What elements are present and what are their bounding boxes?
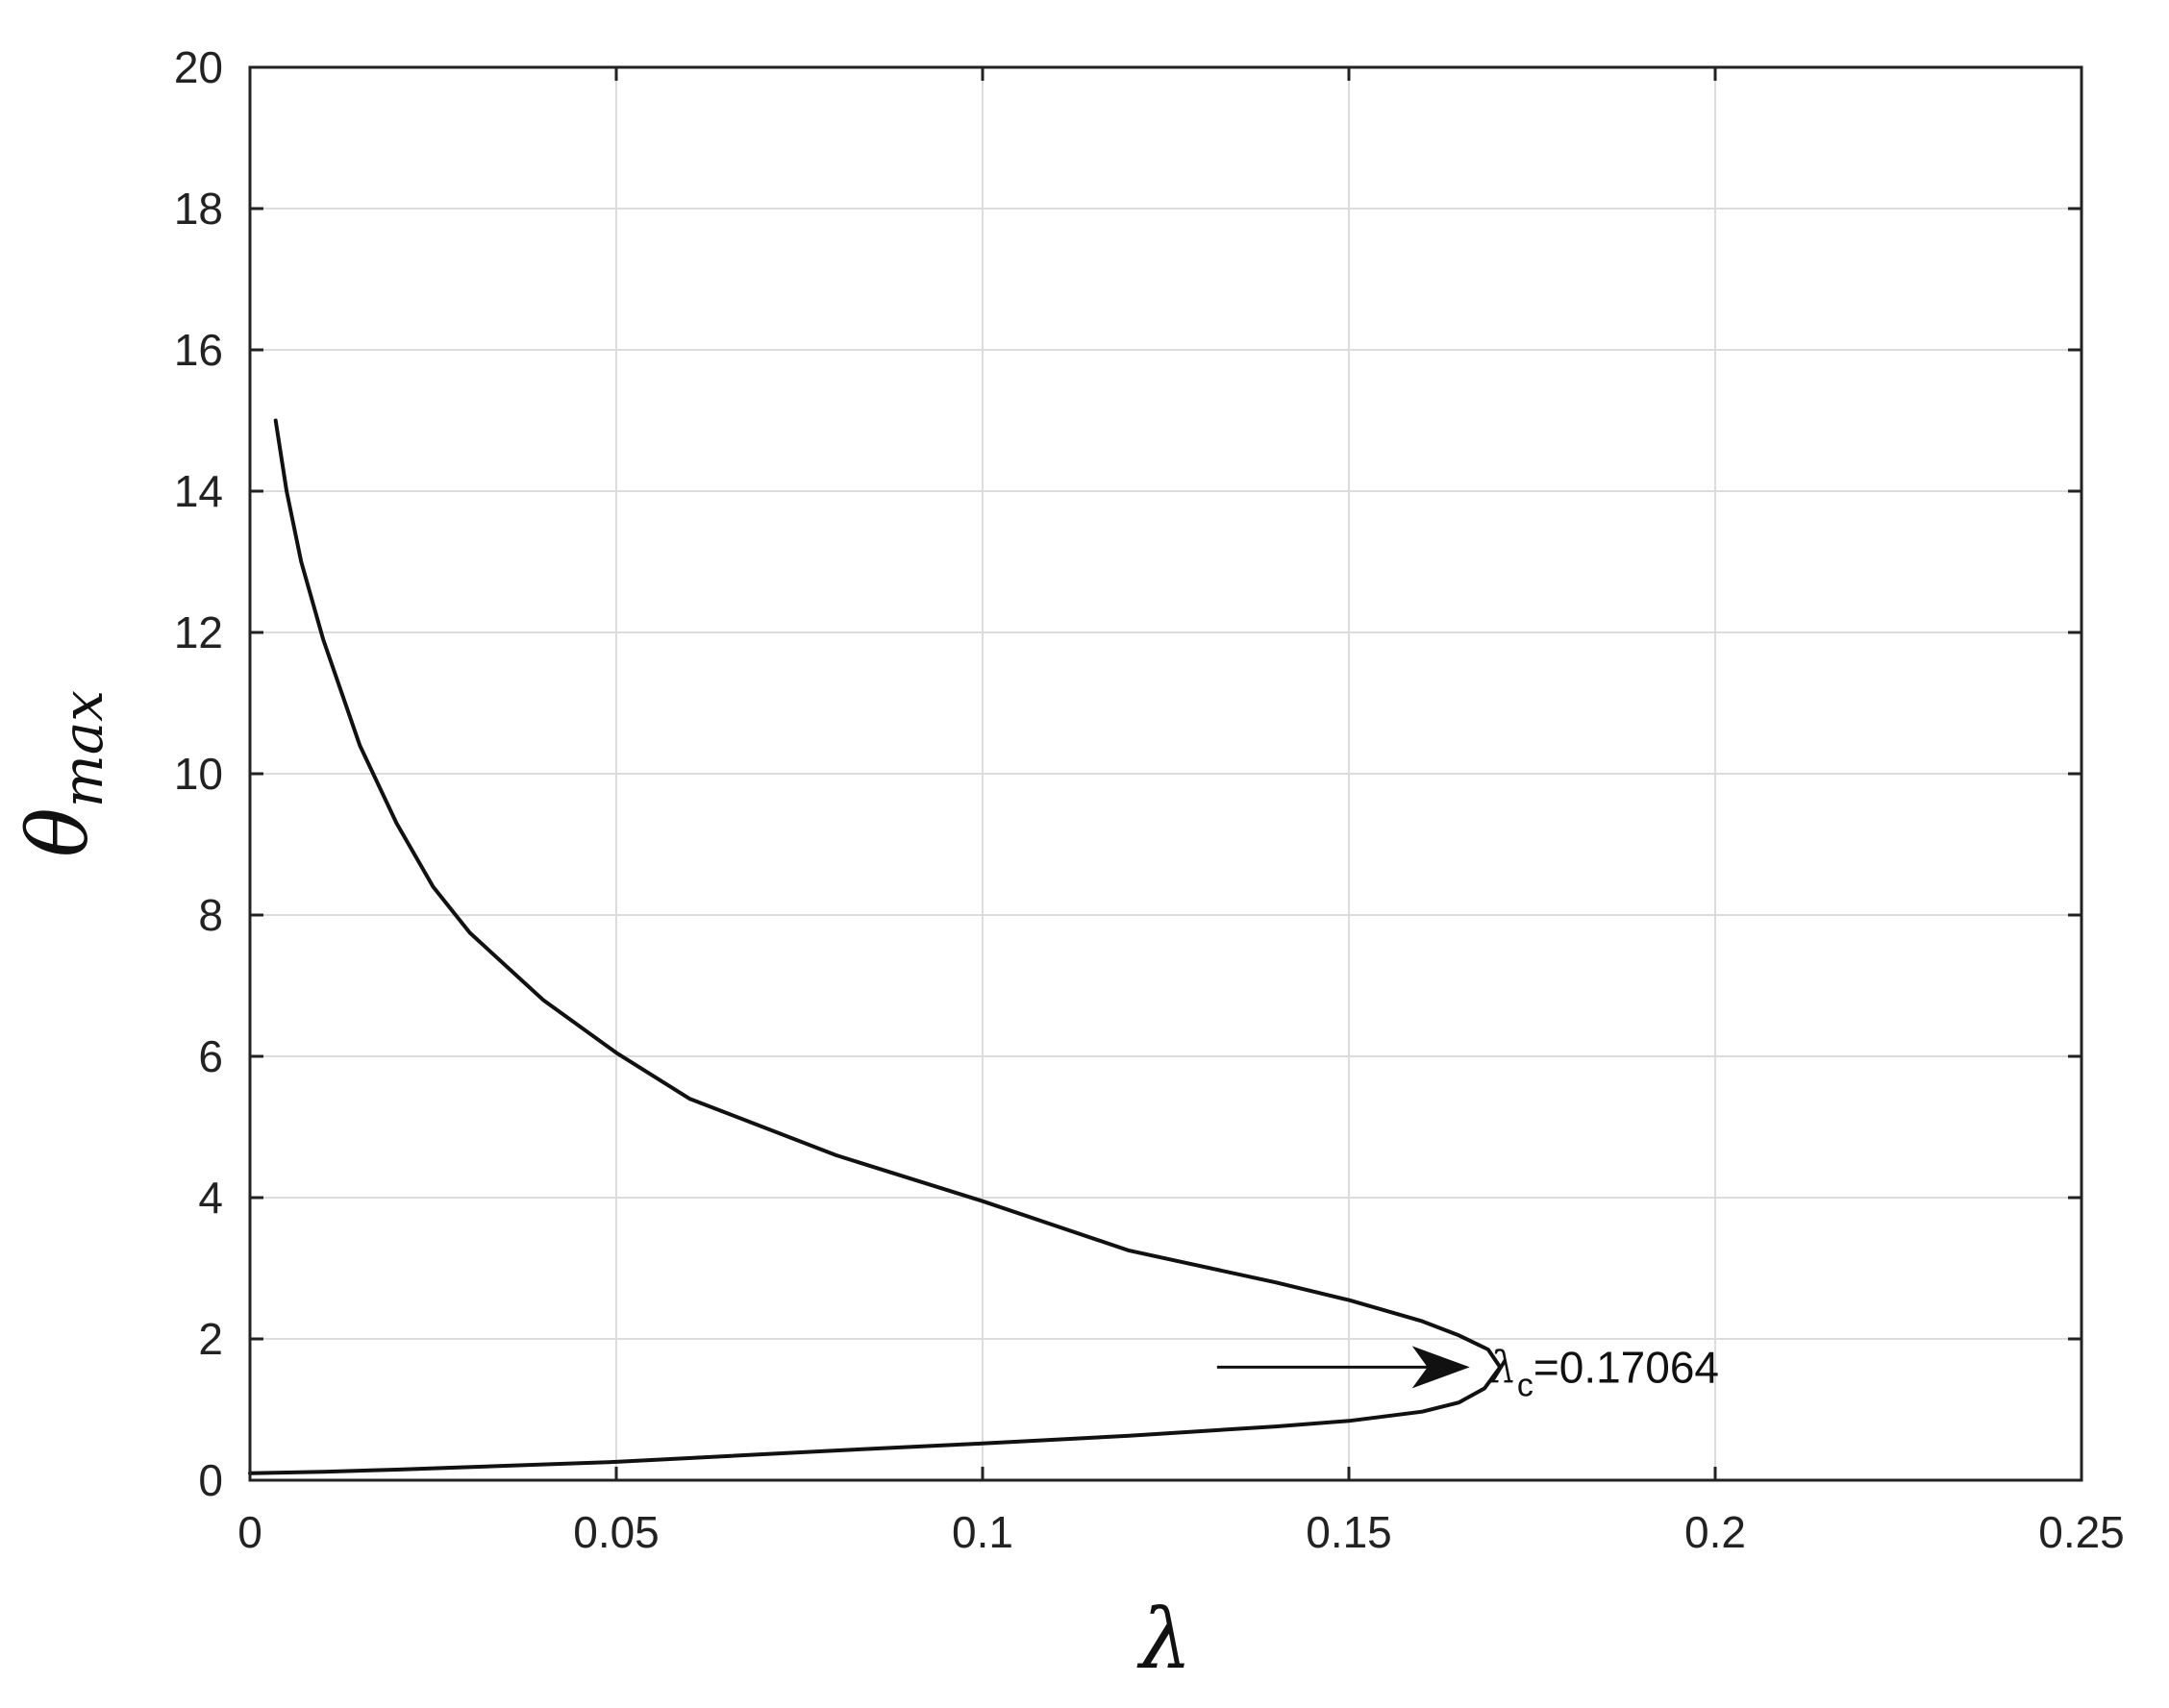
- x-tick-label: 0.1: [952, 1507, 1013, 1557]
- y-tick-label: 8: [198, 890, 223, 940]
- annotation-lambda: λ: [1487, 1341, 1517, 1393]
- grid: [249, 66, 2082, 1481]
- annotation-subscript: c: [1517, 1367, 1533, 1403]
- annotation-label: λc=0.17064: [1487, 1341, 1719, 1403]
- x-tick-label: 0.2: [1684, 1507, 1746, 1557]
- series-layer: [248, 418, 1503, 1475]
- y-tick-label: 14: [174, 466, 223, 516]
- y-axis-title: θmax: [11, 690, 115, 857]
- annotation-value: =0.17064: [1533, 1342, 1719, 1392]
- x-tick-label: 0.05: [573, 1507, 660, 1557]
- x-tick-label: 0.15: [1306, 1507, 1392, 1557]
- y-tick-label: 6: [198, 1031, 223, 1081]
- annotation: λc=0.17064: [1216, 1341, 1719, 1403]
- y-axis-title-base: θ: [11, 807, 107, 857]
- y-tick-label: 4: [198, 1173, 223, 1223]
- x-tick-label: 0.25: [2038, 1507, 2125, 1557]
- annotation-arrow-head: [1411, 1346, 1470, 1389]
- y-tick-label: 12: [174, 607, 223, 657]
- y-tick-label: 20: [174, 42, 223, 92]
- y-tick-label: 2: [198, 1314, 223, 1364]
- y-tick-label: 18: [174, 184, 223, 234]
- y-axis-title-subscript: max: [50, 690, 115, 807]
- x-axis-title: λ: [1136, 1592, 1192, 1688]
- y-tick-label: 16: [174, 325, 223, 375]
- ticks: 0 0.05 0.1 0.15 0.2 0.25 0 2 4 6 8 10 12 14 16 18 20: [174, 42, 2125, 1557]
- x-tick-label: 0: [237, 1507, 262, 1557]
- y-tick-label: 10: [174, 749, 223, 799]
- series-line: [248, 418, 1503, 1475]
- y-tick-label: 0: [198, 1455, 223, 1505]
